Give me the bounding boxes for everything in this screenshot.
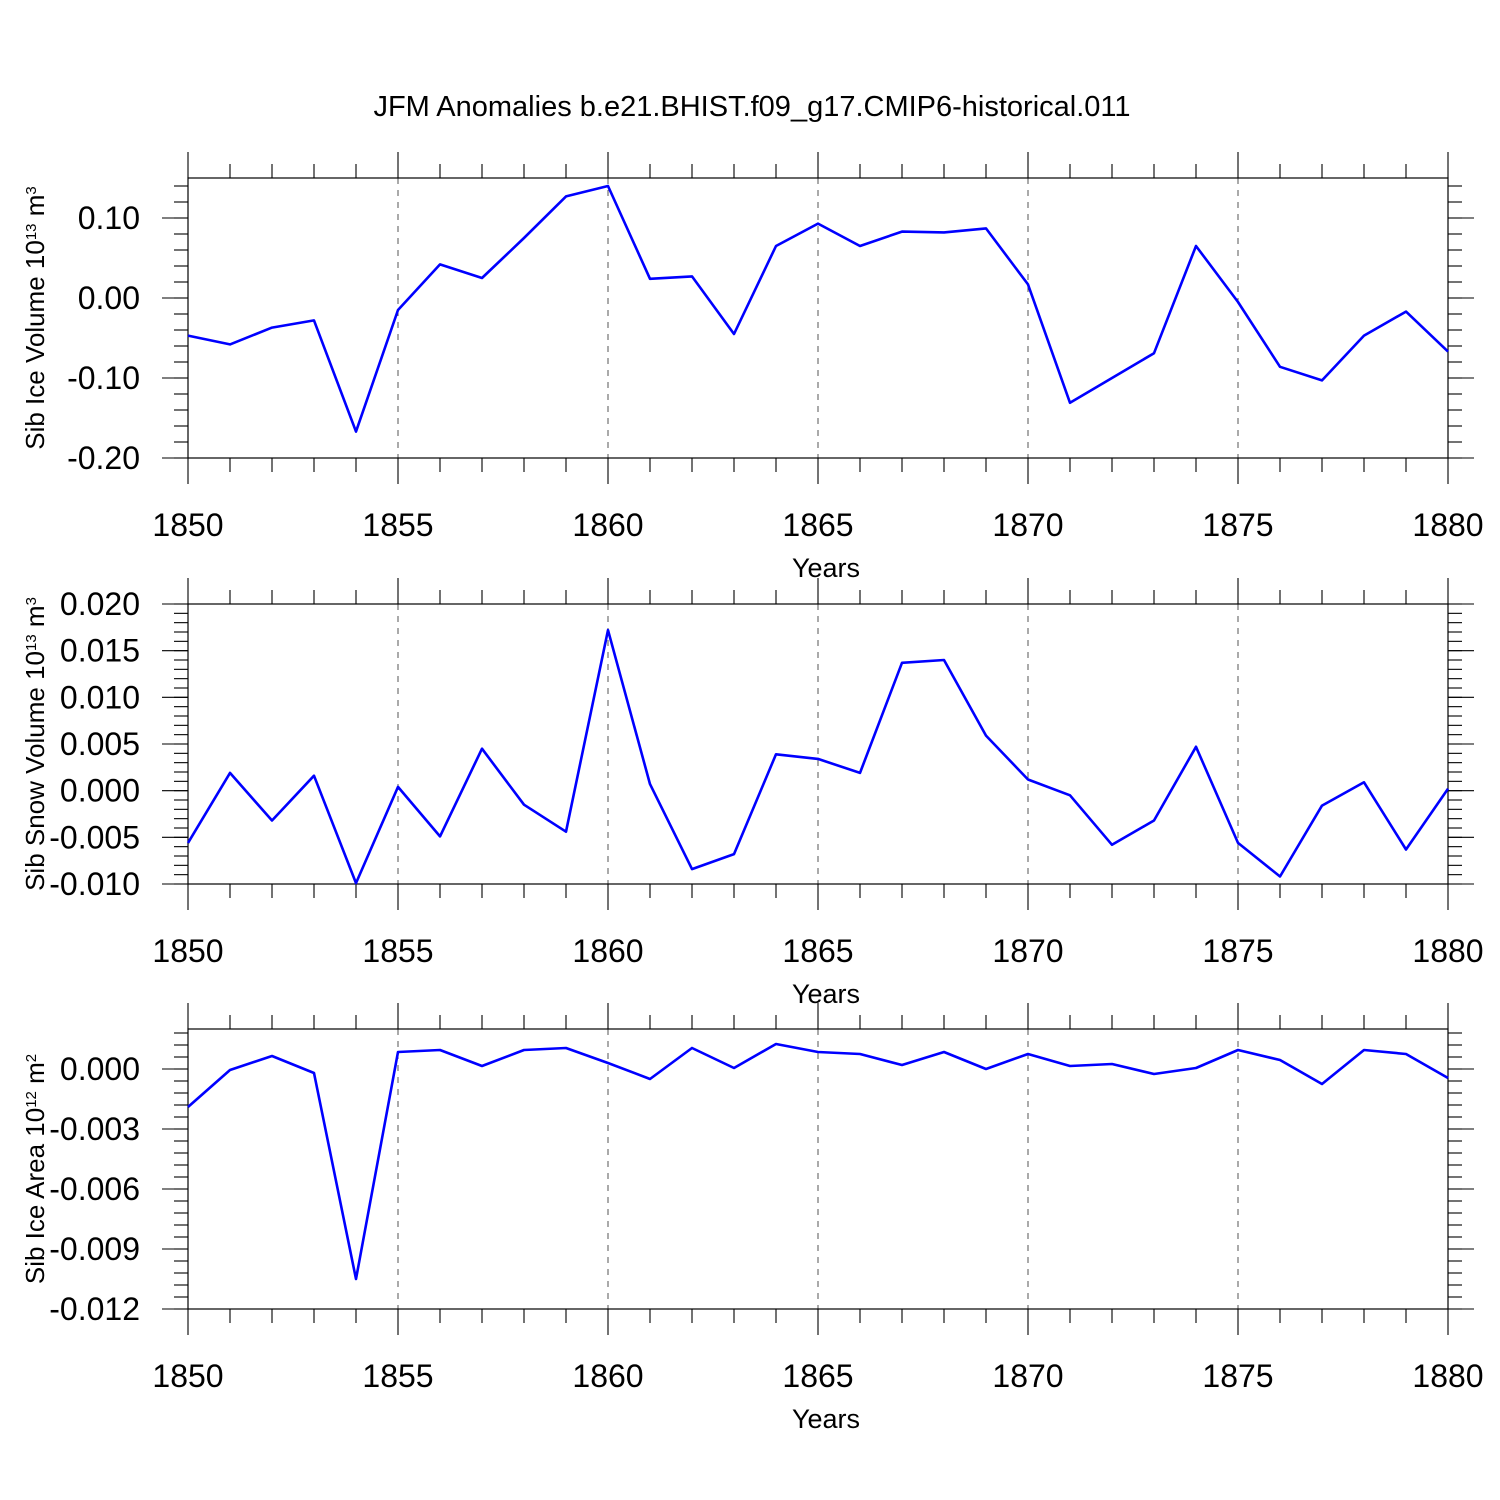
y-axis-label: Sib Ice Area 1012 m2 (20, 1054, 50, 1284)
x-tick-label: 1870 (992, 1358, 1063, 1394)
x-tick-label: 1855 (362, 507, 433, 543)
x-tick-label: 1865 (782, 1358, 853, 1394)
x-tick-label: 1870 (992, 507, 1063, 543)
x-tick-label: 1870 (992, 933, 1063, 969)
x-tick-label: 1880 (1412, 1358, 1483, 1394)
y-axis-label-exponent: 13 (23, 223, 40, 240)
x-tick-label: 1860 (572, 507, 643, 543)
y-axis-label-unit: m (20, 195, 50, 224)
x-tick-label: 1880 (1412, 933, 1483, 969)
y-tick-label: 0.020 (60, 586, 140, 622)
x-tick-label: 1880 (1412, 507, 1483, 543)
x-tick-label: 1875 (1202, 1358, 1273, 1394)
y-tick-label: 0.00 (78, 280, 140, 316)
x-axis-label: Years (792, 553, 860, 583)
y-axis-label-unit-exponent: 3 (23, 186, 40, 194)
x-axis-label: Years (792, 979, 860, 1009)
x-tick-label: 1860 (572, 933, 643, 969)
y-tick-label: 0.005 (60, 726, 140, 762)
y-tick-label: -0.003 (49, 1111, 140, 1147)
y-axis-label-unit-exponent: 3 (23, 597, 40, 605)
y-tick-label: -0.012 (49, 1291, 140, 1327)
y-tick-label: 0.10 (78, 200, 140, 236)
x-tick-label: 1865 (782, 933, 853, 969)
y-axis-label: Sib Snow Volume 1013 m3 (20, 597, 50, 891)
x-tick-label: 1865 (782, 507, 853, 543)
y-tick-label: 0.000 (60, 773, 140, 809)
x-tick-label: 1860 (572, 1358, 643, 1394)
data-series-line (186, 628, 1450, 885)
panel-3: 1850 1855 1860 1865 1870 1875 1880 Years 0.000 -0… (20, 1003, 1484, 1434)
y-tick-label: -0.009 (49, 1231, 140, 1267)
y-tick-label: -0.006 (49, 1171, 140, 1207)
y-axis-label-exponent: 12 (23, 1091, 40, 1108)
data-series-line (187, 184, 1449, 433)
y-tick-label: -0.005 (49, 819, 140, 855)
x-tick-label: 1875 (1202, 507, 1273, 543)
y-axis-label-unit: m (20, 1062, 50, 1091)
y-axis-label: Sib Ice Volume 1013 m3 (20, 186, 50, 450)
x-tick-label: 1875 (1202, 933, 1273, 969)
y-axis-label-text: Sib Snow Volume 10 (20, 651, 50, 891)
y-axis-label-text: Sib Ice Volume 10 (20, 240, 50, 450)
y-axis-label-unit-exponent: 2 (23, 1054, 40, 1062)
y-tick-label: 0.015 (60, 633, 140, 669)
x-tick-label: 1855 (362, 933, 433, 969)
chart-title: JFM Anomalies b.e21.BHIST.f09_g17.CMIP6-… (373, 91, 1130, 123)
y-tick-label: -0.20 (67, 440, 140, 476)
x-tick-label: 1850 (152, 1358, 223, 1394)
y-tick-label: -0.010 (49, 866, 140, 902)
x-tick-label: 1850 (152, 933, 223, 969)
y-axis-label-exponent: 13 (23, 634, 40, 651)
y-tick-label: 0.000 (60, 1051, 140, 1087)
x-axis-label: Years (792, 1404, 860, 1434)
y-tick-label: 0.010 (60, 679, 140, 715)
panel-1: 1850 1855 1860 1865 1870 1875 1880 Years 0.10 0.0… (20, 152, 1484, 583)
data-series-line (187, 1042, 1449, 1281)
x-tick-label: 1850 (152, 507, 223, 543)
y-axis-label-unit: m (20, 605, 50, 634)
panel-2: 1850 1855 1860 1865 1870 1875 1880 Years 0.020 0.… (20, 578, 1484, 1009)
y-tick-label: -0.10 (67, 360, 140, 396)
y-axis-label-text: Sib Ice Area 10 (20, 1108, 50, 1284)
x-tick-label: 1855 (362, 1358, 433, 1394)
